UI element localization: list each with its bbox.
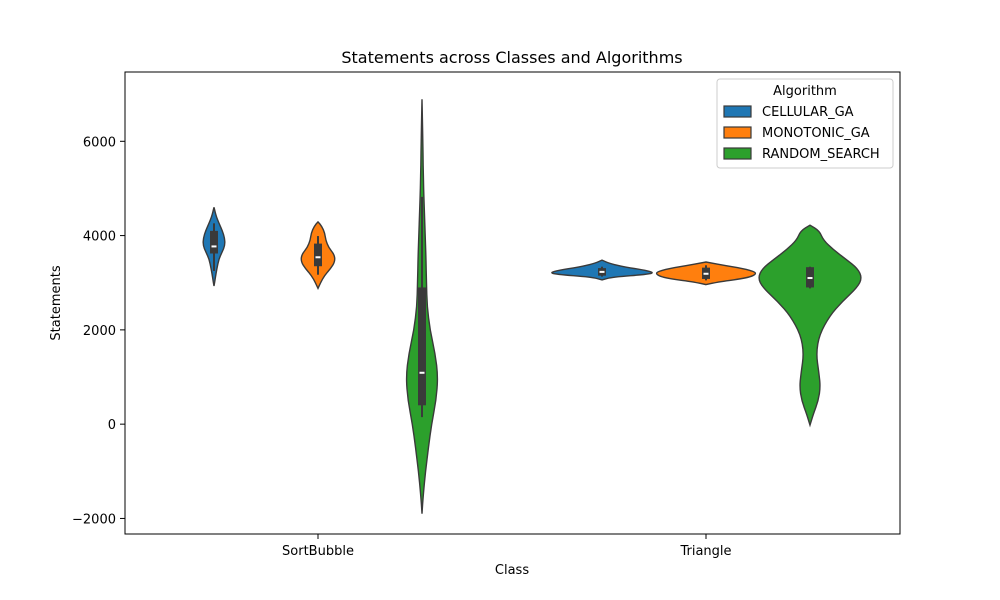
y-axis-title: Statements <box>49 265 64 340</box>
iqr-box <box>210 230 218 254</box>
x-tick-label: SortBubble <box>282 544 354 559</box>
y-tick-label: 6000 <box>83 135 116 150</box>
y-tick-label: 0 <box>108 418 116 433</box>
median-marker <box>315 256 321 259</box>
legend-swatch <box>723 105 752 118</box>
y-tick-label: 4000 <box>83 230 116 245</box>
x-axis-title: Class <box>495 563 529 578</box>
legend-label: MONOTONIC_GA <box>762 126 870 141</box>
legend-label: RANDOM_SEARCH <box>762 147 880 162</box>
violins-layer <box>202 99 862 514</box>
iqr-box <box>314 243 322 267</box>
legend-swatch <box>723 147 752 160</box>
x-axis: SortBubble Triangle <box>282 534 732 559</box>
y-axis: −2000 0 2000 4000 6000 <box>72 135 125 527</box>
legend-label: CELLULAR_GA <box>762 105 854 120</box>
y-tick-label: 2000 <box>83 324 116 339</box>
median-marker <box>599 270 605 273</box>
median-marker <box>211 245 217 248</box>
legend-frame <box>716 78 894 169</box>
violin-random-search-triangle <box>758 224 862 428</box>
legend-items: CELLULAR_GA MONOTONIC_GA RANDOM_SEARCH <box>723 105 880 162</box>
iqr-box <box>418 287 426 406</box>
x-tick-label: Triangle <box>679 544 731 559</box>
median-marker <box>703 272 709 275</box>
legend-swatch <box>723 126 752 139</box>
chart-title: Statements across Classes and Algorithms <box>341 48 682 67</box>
plot-frame <box>124 71 901 535</box>
median-marker <box>419 371 425 374</box>
y-tick-label: −2000 <box>72 512 116 527</box>
legend: Algorithm CELLULAR_GA MONOTONIC_GA RANDOM_… <box>716 78 894 169</box>
median-marker <box>807 277 813 280</box>
legend-title: Algorithm <box>773 84 837 99</box>
